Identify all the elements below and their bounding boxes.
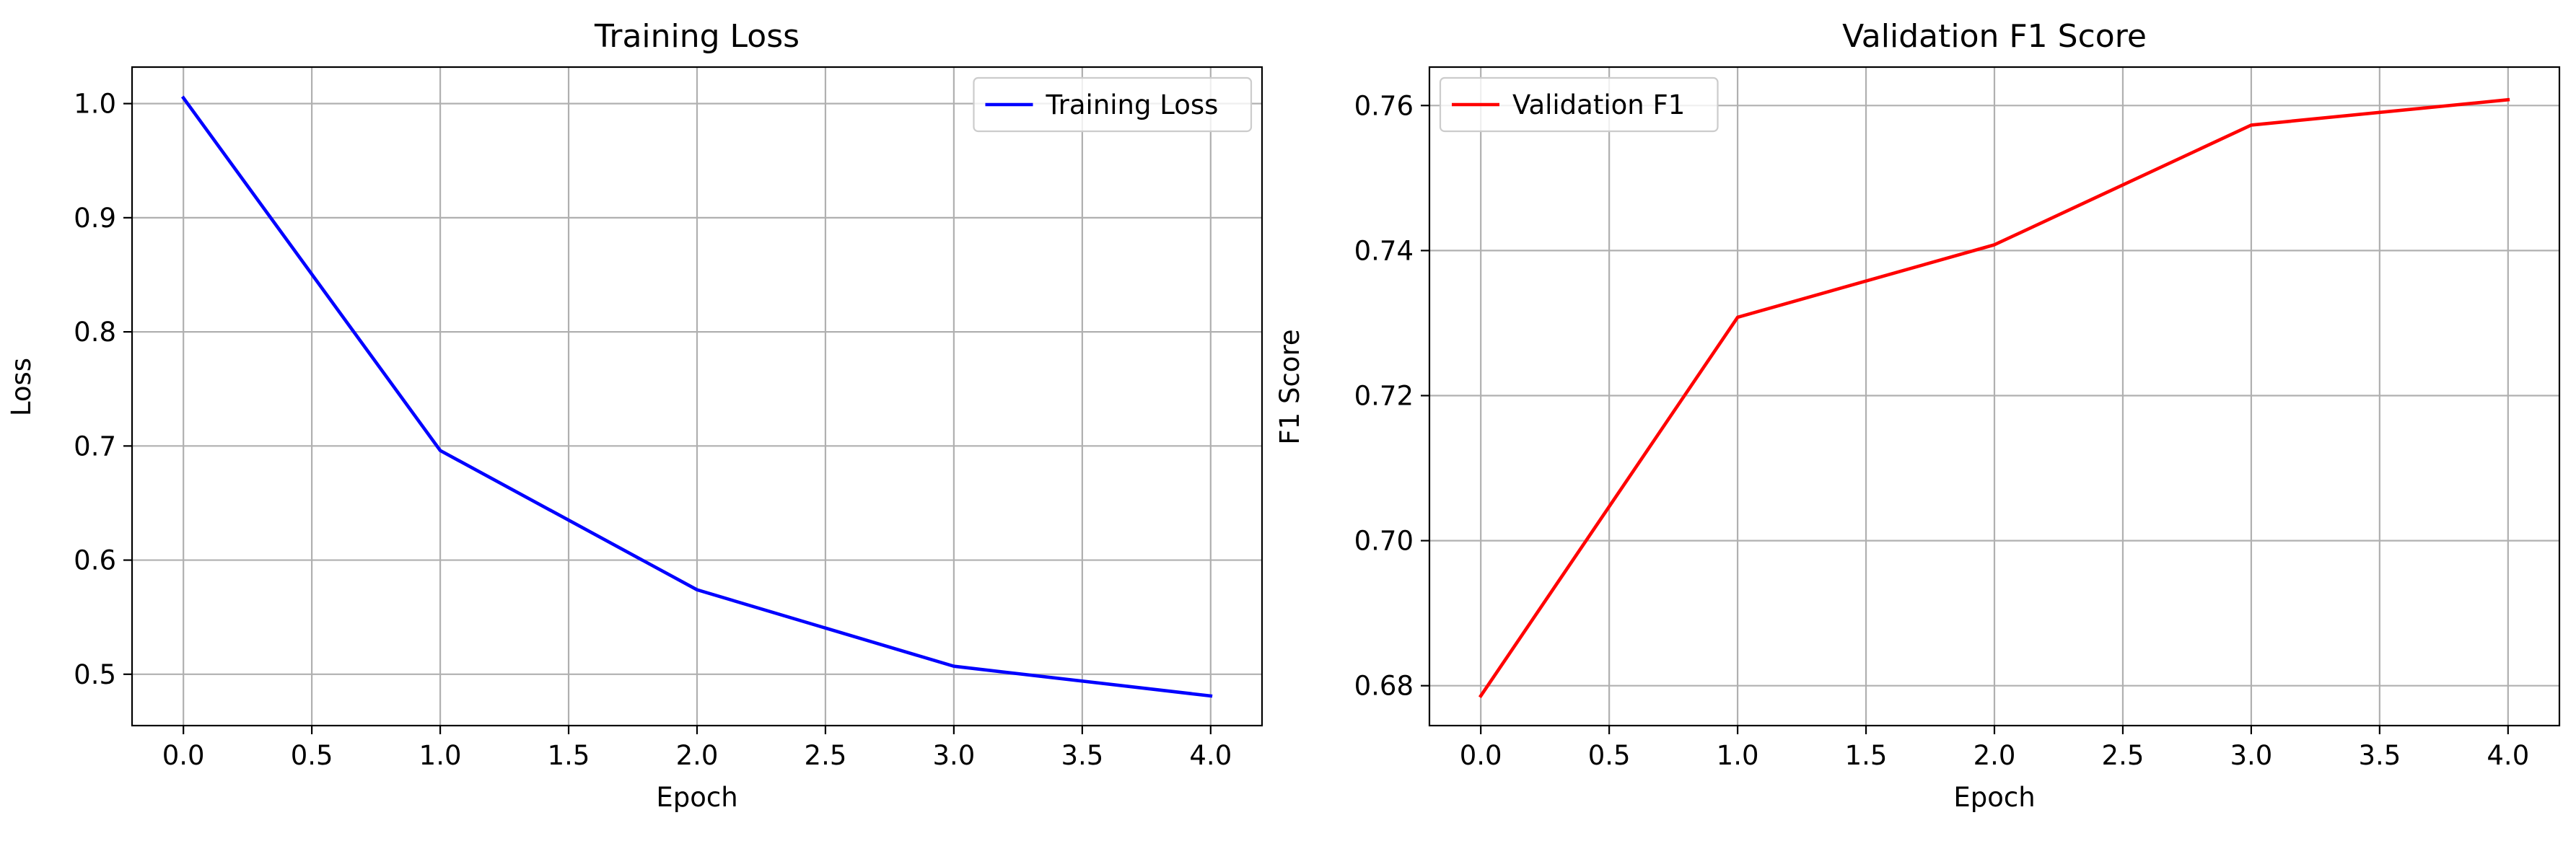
legend-label: Training Loss: [1046, 89, 1219, 120]
grid: [1429, 67, 2559, 726]
x-tick-label: 0.5: [291, 740, 333, 771]
y-tick-label: 0.6: [74, 545, 116, 576]
legend: Training Loss: [973, 76, 1253, 133]
x-axis-label: Epoch: [1953, 782, 2035, 813]
y-axis-label: F1 Score: [1274, 329, 1305, 444]
x-tick-label: 2.0: [1973, 740, 2016, 771]
y-tick-label: 0.5: [74, 659, 116, 690]
series-line-0: [180, 95, 1213, 698]
chart-title: Validation F1 Score: [1842, 18, 2147, 55]
y-tick-label: 0.72: [1354, 380, 1414, 411]
y-axis-label: Loss: [6, 358, 37, 416]
y-tick-label: 0.8: [74, 317, 116, 348]
y-axis: 0.68 0.70 0.72 0.74 0.76: [1354, 90, 1429, 702]
y-tick-label: 0.68: [1354, 671, 1414, 702]
x-tick-label: 3.5: [2358, 740, 2401, 771]
x-tick-label: 2.5: [2102, 740, 2145, 771]
x-tick-label: 3.5: [1061, 740, 1103, 771]
grid: [132, 67, 1262, 726]
validation-f1-chart: 0.0 0.5 1.0 1.5 2.0 2.5 3.0 3.5 4.00.680.700.720…: [1274, 18, 2561, 813]
x-tick-label: 0.0: [162, 740, 205, 771]
legend-label: Validation F1: [1512, 89, 1685, 120]
legend-box: [973, 76, 1253, 133]
y-tick-label: 0.7: [74, 431, 116, 462]
legend: Validation F1: [1439, 76, 1719, 133]
y-tick-label: 0.74: [1354, 235, 1414, 266]
x-tick-label: 1.0: [1717, 740, 1759, 771]
x-tick-label: 3.0: [2230, 740, 2272, 771]
x-tick-label: 1.5: [548, 740, 590, 771]
y-tick-label: 0.9: [74, 203, 116, 234]
x-tick-label: 0.5: [1588, 740, 1631, 771]
x-tick-label: 3.0: [932, 740, 975, 771]
x-tick-label: 1.5: [1845, 740, 1888, 771]
y-tick-label: 1.0: [74, 89, 116, 120]
x-tick-label: 0.0: [1460, 740, 1502, 771]
series-line-0: [1478, 97, 2510, 698]
y-tick-label: 0.70: [1354, 526, 1414, 557]
x-tick-label: 2.5: [805, 740, 847, 771]
x-axis: 0.0 0.5 1.0 1.5 2.0 2.5 3.0 3.5 4.0: [162, 726, 1232, 771]
training-loss-chart: 0.0 0.5 1.0 1.5 2.0 2.5 3.0 3.5 4.00.50.60.70.80…: [6, 18, 1263, 813]
x-axis: 0.0 0.5 1.0 1.5 2.0 2.5 3.0 3.5 4.0: [1460, 726, 2529, 771]
y-axis: 0.5 0.6 0.7 0.8 0.9 1.0: [74, 89, 132, 690]
x-tick-label: 4.0: [2487, 740, 2529, 771]
y-tick-label: 0.76: [1354, 90, 1414, 121]
legend-box: [1439, 76, 1719, 133]
chart-title: Training Loss: [594, 18, 799, 55]
x-tick-label: 4.0: [1189, 740, 1232, 771]
x-tick-label: 1.0: [419, 740, 462, 771]
x-tick-label: 2.0: [676, 740, 719, 771]
x-axis-label: Epoch: [656, 782, 737, 813]
